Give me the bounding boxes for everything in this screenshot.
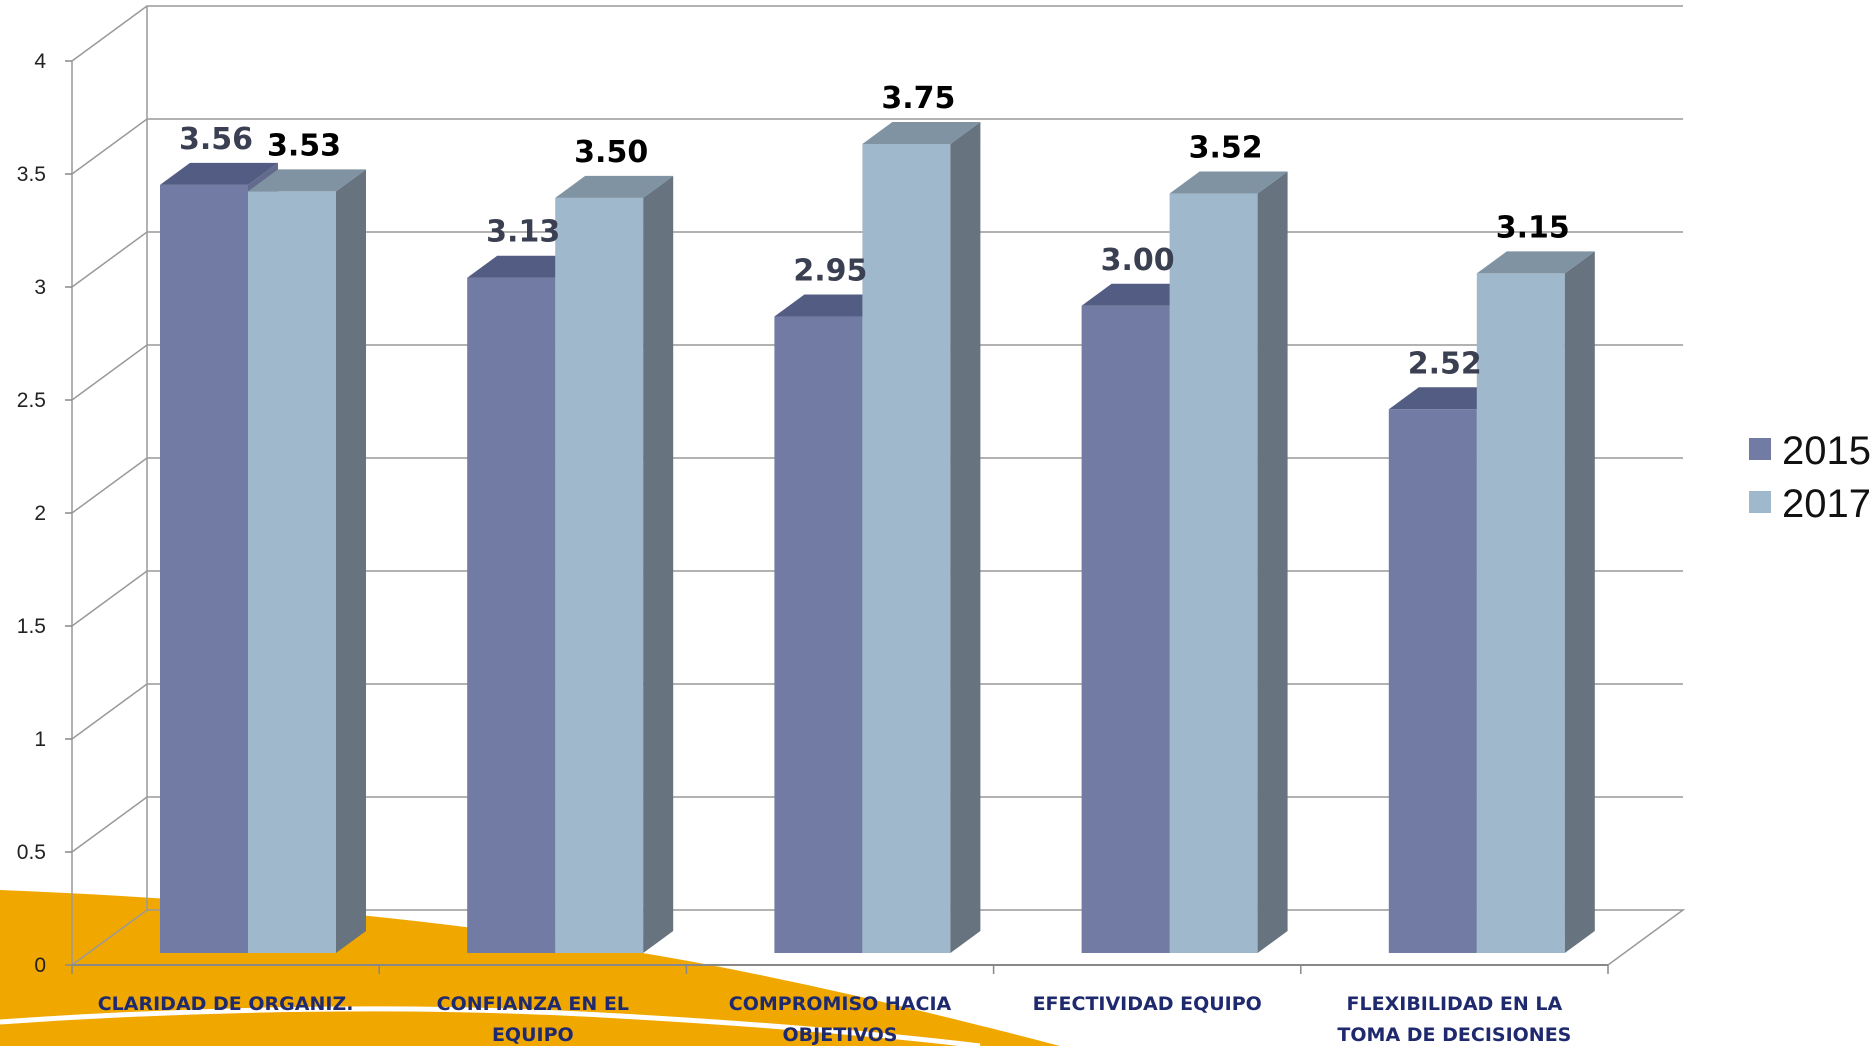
bar-top xyxy=(1476,251,1595,274)
data-label: 3.52 xyxy=(1189,131,1263,166)
bar-front xyxy=(160,184,248,953)
bar-top xyxy=(1169,171,1288,194)
x-category-label: CLARIDAD DE ORGANIZ. xyxy=(98,993,354,1015)
bar-front xyxy=(467,277,556,953)
y-tick-label: 2.5 xyxy=(17,389,46,412)
x-category-label: EFECTIVIDAD EQUIPO xyxy=(1033,993,1262,1015)
bar-top xyxy=(248,169,366,192)
data-label: 3.50 xyxy=(574,135,648,170)
bar-side xyxy=(643,175,674,953)
gridline xyxy=(71,5,1683,62)
bar-front xyxy=(1476,273,1565,953)
bar-front xyxy=(1169,193,1258,953)
data-label: 2.52 xyxy=(1408,346,1482,381)
y-tick-label: 1.5 xyxy=(17,615,46,638)
bars xyxy=(160,121,1595,954)
x-category-label: TOMA DE DECISIONES xyxy=(1337,1024,1571,1046)
gridline xyxy=(71,118,1683,175)
bar-top xyxy=(862,121,981,144)
x-category-label: FLEXIBILIDAD EN LA xyxy=(1347,993,1563,1015)
x-category-label: EQUIPO xyxy=(492,1024,574,1046)
y-tick-label: 2 xyxy=(34,502,46,525)
legend-label: 2017 xyxy=(1782,482,1871,526)
bar-front xyxy=(774,316,863,954)
legend: 2015 2017 xyxy=(1749,429,1871,526)
legend-swatch xyxy=(1749,491,1771,513)
bar-side xyxy=(1564,251,1595,953)
bar-side xyxy=(336,169,366,954)
data-label: 2.95 xyxy=(793,254,867,289)
y-tick-label: 1 xyxy=(34,728,46,751)
bar-top xyxy=(555,175,674,198)
swoosh-highlight xyxy=(0,1006,981,1046)
data-label: 3.00 xyxy=(1101,243,1175,278)
data-label: 3.15 xyxy=(1496,210,1570,245)
bar-top xyxy=(160,162,278,185)
data-labels: 3.56 3.53 3.13 3.50 2.95 3.75 3.00 3.52 2.52 3.15 xyxy=(179,81,1570,381)
x-category-label: COMPROMISO HACIA xyxy=(729,993,952,1015)
legend-label: 2015 xyxy=(1782,429,1871,473)
y-tick-label: 3.5 xyxy=(17,163,46,186)
y-tick-label: 0.5 xyxy=(17,841,46,864)
y-tick-label: 4 xyxy=(34,50,46,73)
bar-2017-4 xyxy=(1476,251,1595,953)
bar-front xyxy=(1388,409,1477,953)
data-label: 3.56 xyxy=(179,122,253,157)
x-axis: CLARIDAD DE ORGANIZ. CONFIANZA EN EL EQUIP… xyxy=(71,965,1609,1046)
chart-frame xyxy=(69,6,1686,966)
bar-side xyxy=(950,121,981,953)
bar-side xyxy=(1257,171,1288,953)
x-category-label: OBJETIVOS xyxy=(783,1024,898,1046)
bar-2017-1 xyxy=(555,175,674,953)
y-tick-label: 3 xyxy=(34,276,46,299)
bar-front xyxy=(862,143,951,953)
y-axis: 0 0.5 1 1.5 2 2.5 3 3.5 4 xyxy=(17,50,72,977)
bar-front xyxy=(1081,305,1170,953)
bar-front xyxy=(248,191,336,954)
bar-front xyxy=(555,197,644,953)
bar-2017-0 xyxy=(248,169,366,954)
data-label: 3.75 xyxy=(881,81,955,116)
data-label: 3.13 xyxy=(486,215,560,250)
x-category-label: CONFIANZA EN EL xyxy=(437,993,629,1015)
bar-2017-2 xyxy=(862,121,981,953)
legend-swatch xyxy=(1749,438,1771,460)
y-tick-label: 0 xyxy=(34,954,46,977)
data-label: 3.53 xyxy=(267,128,341,163)
bar-2017-3 xyxy=(1169,171,1288,953)
